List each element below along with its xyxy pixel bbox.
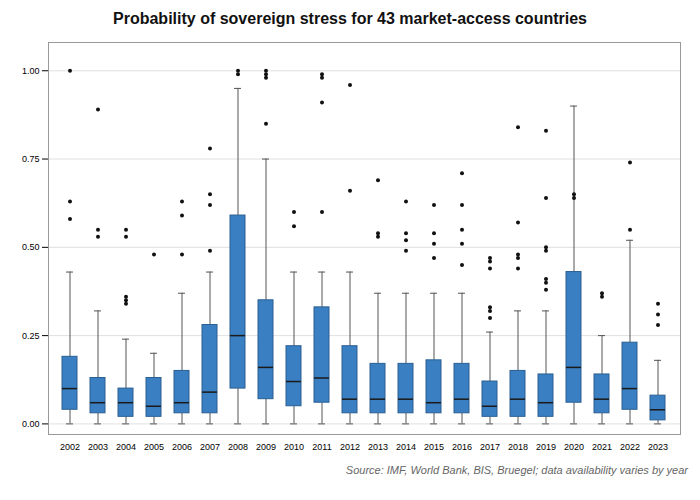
svg-text:2004: 2004 bbox=[116, 442, 136, 452]
svg-text:2005: 2005 bbox=[144, 442, 164, 452]
html-text:Source: IMF, World Bank, BIS,: Source: IMF, World Bank, BIS, Bruegel; d… bbox=[345, 464, 688, 476]
svg-text:2003: 2003 bbox=[88, 442, 108, 452]
svg-text:2009: 2009 bbox=[256, 442, 276, 452]
svg-text:2002: 2002 bbox=[60, 442, 80, 452]
svg-text:2013: 2013 bbox=[368, 442, 388, 452]
svg-text:0.25: 0.25 bbox=[22, 330, 40, 340]
svg-text:2014: 2014 bbox=[396, 442, 416, 452]
svg-text:2017: 2017 bbox=[480, 442, 500, 452]
svg-text:2019: 2019 bbox=[536, 442, 556, 452]
svg-text:1.00: 1.00 bbox=[22, 66, 40, 76]
html-text:Probability of sovereign stres: Probability of sovereign stress for 43 m… bbox=[113, 10, 587, 27]
svg-text:0.50: 0.50 bbox=[22, 242, 40, 252]
svg-text:2018: 2018 bbox=[508, 442, 528, 452]
svg-text:2023: 2023 bbox=[648, 442, 668, 452]
svg-text:2006: 2006 bbox=[172, 442, 192, 452]
svg-text:0.75: 0.75 bbox=[22, 154, 40, 164]
svg-text:2011: 2011 bbox=[312, 442, 331, 452]
svg-text:2020: 2020 bbox=[564, 442, 584, 452]
svg-text:2016: 2016 bbox=[452, 442, 472, 452]
svg-text:2008: 2008 bbox=[228, 442, 248, 452]
svg-text:2012: 2012 bbox=[340, 442, 360, 452]
svg-text:2022: 2022 bbox=[620, 442, 640, 452]
svg-text:2015: 2015 bbox=[424, 442, 444, 452]
svg-text:2007: 2007 bbox=[200, 442, 220, 452]
svg-text:2010: 2010 bbox=[284, 442, 304, 452]
svg-text:0.00: 0.00 bbox=[22, 419, 40, 429]
svg-text:2021: 2021 bbox=[592, 442, 612, 452]
